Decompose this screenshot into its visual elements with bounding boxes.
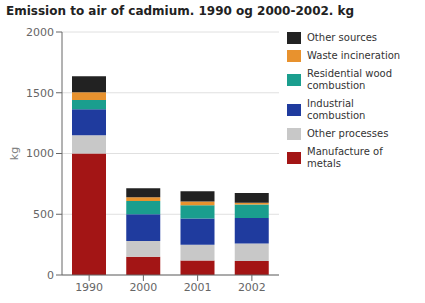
html-text:Industrial combustion: Industrial combustion: [307, 98, 366, 121]
svg-text:2002: 2002: [238, 281, 266, 294]
html-text:Manufacture of metals: Manufacture of metals: [307, 146, 383, 169]
svg-text:2000: 2000: [129, 281, 157, 294]
svg-text:0: 0: [47, 269, 54, 282]
svg-text:500: 500: [33, 208, 54, 221]
svg-text:1500: 1500: [26, 87, 54, 100]
html-text:Waste incineration: Waste incineration: [307, 50, 401, 61]
html-text:Other processes: Other processes: [307, 128, 389, 139]
html-text:Residential wood combustion: Residential wood combustion: [307, 68, 392, 91]
html-text:Other sources: Other sources: [307, 32, 377, 43]
svg-text:1000: 1000: [26, 147, 54, 160]
svg-text:2000: 2000: [26, 26, 54, 39]
html-text:Emission to air of cadmium. 19: Emission to air of cadmium. 1990 og 2000…: [6, 4, 355, 18]
svg-text:1990: 1990: [75, 281, 103, 294]
svg-text:kg: kg: [8, 147, 21, 160]
svg-text:2001: 2001: [184, 281, 212, 294]
